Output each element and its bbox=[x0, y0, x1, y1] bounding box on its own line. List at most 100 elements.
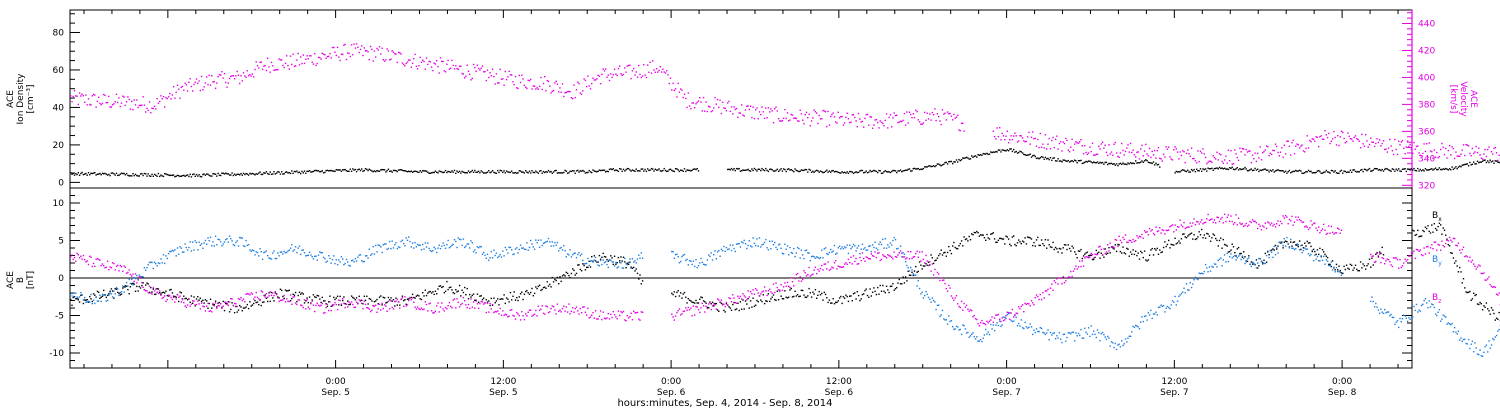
data-point bbox=[465, 245, 467, 247]
data-point bbox=[776, 168, 778, 170]
data-point bbox=[287, 64, 289, 67]
data-point bbox=[744, 109, 747, 111]
b-y-tick-label: 5 bbox=[58, 237, 64, 247]
data-point bbox=[125, 281, 128, 284]
data-point bbox=[470, 296, 472, 298]
data-point bbox=[1235, 168, 1237, 170]
data-point bbox=[413, 247, 415, 249]
data-point bbox=[411, 171, 414, 173]
data-point bbox=[681, 297, 683, 299]
data-point bbox=[1315, 171, 1317, 174]
data-point bbox=[1342, 172, 1344, 174]
data-point bbox=[267, 57, 269, 59]
data-point bbox=[822, 171, 824, 174]
data-point bbox=[758, 168, 761, 170]
data-point bbox=[1000, 325, 1002, 328]
data-point bbox=[779, 290, 781, 292]
data-point bbox=[455, 65, 457, 67]
data-point bbox=[396, 304, 398, 306]
data-point bbox=[1213, 167, 1216, 170]
data-point bbox=[481, 65, 484, 67]
data-point bbox=[480, 295, 482, 297]
data-point bbox=[200, 176, 203, 178]
data-point bbox=[824, 170, 827, 173]
data-point bbox=[120, 172, 123, 174]
data-point bbox=[719, 99, 721, 101]
data-point bbox=[802, 119, 804, 121]
data-point bbox=[235, 174, 237, 176]
data-point bbox=[976, 230, 978, 233]
data-point bbox=[461, 170, 463, 173]
data-point bbox=[615, 169, 617, 171]
data-point bbox=[735, 167, 738, 170]
data-point bbox=[901, 171, 903, 173]
data-point bbox=[1245, 148, 1247, 151]
data-point bbox=[556, 172, 559, 174]
y2-label-line: Velocity bbox=[1458, 81, 1468, 117]
data-point bbox=[1347, 132, 1349, 134]
data-point bbox=[362, 54, 364, 57]
data-point bbox=[573, 252, 575, 255]
data-point bbox=[433, 293, 435, 296]
data-point bbox=[1381, 142, 1383, 145]
data-point bbox=[855, 120, 857, 122]
data-point bbox=[633, 67, 635, 70]
data-point bbox=[1091, 162, 1094, 164]
data-point bbox=[1291, 171, 1293, 173]
data-point bbox=[1434, 227, 1437, 230]
data-point bbox=[147, 109, 149, 112]
data-point bbox=[1302, 150, 1305, 152]
data-point bbox=[977, 154, 979, 156]
data-point bbox=[94, 94, 96, 96]
data-point bbox=[142, 282, 144, 284]
data-point bbox=[1293, 152, 1296, 155]
data-point bbox=[397, 169, 400, 171]
data-point bbox=[772, 122, 775, 124]
data-point bbox=[526, 289, 528, 292]
data-point bbox=[658, 69, 660, 72]
data-point bbox=[1142, 161, 1144, 163]
data-point bbox=[329, 295, 331, 297]
data-point bbox=[938, 163, 940, 165]
data-point bbox=[775, 246, 777, 249]
data-point bbox=[425, 246, 428, 248]
data-point bbox=[1232, 163, 1235, 165]
data-point bbox=[1349, 138, 1352, 140]
data-point bbox=[1086, 153, 1089, 156]
data-point bbox=[237, 245, 240, 247]
data-point bbox=[943, 318, 945, 320]
data-point bbox=[320, 252, 322, 254]
data-point bbox=[677, 290, 679, 292]
data-point bbox=[1375, 253, 1377, 255]
data-point bbox=[1198, 170, 1200, 172]
data-point bbox=[151, 261, 153, 264]
data-point bbox=[616, 267, 618, 269]
data-point bbox=[148, 261, 151, 264]
data-point bbox=[470, 240, 472, 242]
data-point bbox=[395, 53, 397, 55]
data-point bbox=[1054, 160, 1057, 162]
data-point bbox=[870, 116, 872, 118]
data-point bbox=[1004, 139, 1006, 141]
data-point bbox=[1010, 245, 1012, 247]
data-point bbox=[908, 168, 911, 170]
data-point bbox=[254, 174, 256, 176]
data-point bbox=[362, 261, 364, 263]
data-point bbox=[1361, 267, 1363, 269]
data-point bbox=[863, 172, 865, 174]
data-point bbox=[757, 168, 759, 170]
data-point bbox=[465, 172, 467, 174]
data-point bbox=[446, 63, 448, 65]
data-point bbox=[400, 53, 402, 55]
data-point bbox=[1414, 148, 1416, 150]
data-point bbox=[208, 240, 210, 242]
data-point bbox=[338, 169, 340, 171]
data-point bbox=[746, 105, 748, 107]
data-point bbox=[1028, 131, 1030, 134]
data-point bbox=[70, 95, 72, 97]
data-point bbox=[577, 253, 579, 256]
data-point bbox=[622, 267, 625, 269]
data-point bbox=[575, 170, 578, 172]
data-point bbox=[505, 170, 508, 172]
